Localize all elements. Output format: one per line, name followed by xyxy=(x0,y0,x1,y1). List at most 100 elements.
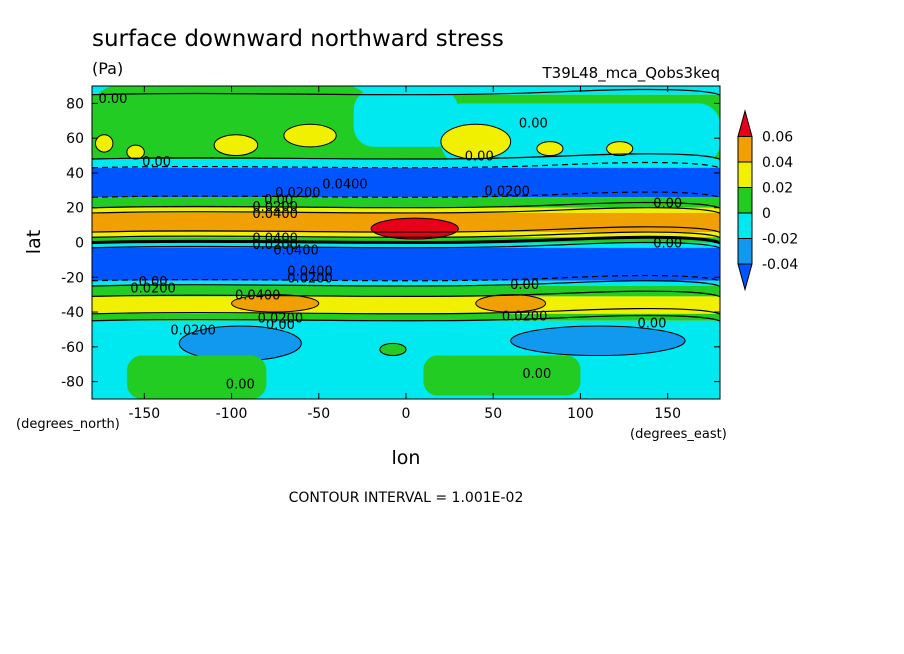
contour-label: 0.0200 xyxy=(275,186,321,201)
contour-label: 0.00 xyxy=(653,197,682,212)
colorbar-label: 0 xyxy=(762,206,771,222)
contour-label: 0.0200 xyxy=(484,184,530,199)
contour-label: 0.00 xyxy=(522,367,551,382)
region-blob xyxy=(283,123,337,148)
contour-label: 0.00 xyxy=(142,155,171,170)
colorbar-arrow-top xyxy=(737,109,753,137)
plot-area xyxy=(92,86,720,399)
y-tick-label: 80 xyxy=(66,96,84,112)
contour-label: 0.00 xyxy=(653,237,682,252)
colorbar-swatch xyxy=(737,136,753,163)
contour-label: 0.0200 xyxy=(170,323,216,338)
region-blob xyxy=(536,141,564,157)
y-tick-label: 60 xyxy=(66,131,84,147)
y-units-label: (degrees_north) xyxy=(16,417,120,432)
y-tick-label: -20 xyxy=(61,270,84,286)
x-tick-label: 50 xyxy=(484,406,502,422)
region-blob xyxy=(94,134,114,153)
x-tick-label: 150 xyxy=(654,406,681,422)
contour-label: 0.00 xyxy=(519,117,548,132)
colorbar-label: -0.04 xyxy=(762,257,798,273)
region-blob xyxy=(126,144,145,160)
x-tick-label: -100 xyxy=(216,406,248,422)
chart-title: surface downward northward stress xyxy=(92,26,504,52)
contour-label: 0.0200 xyxy=(252,200,298,215)
zonal-band xyxy=(92,247,720,281)
zonal-band xyxy=(92,207,720,213)
y-axis-label: lat xyxy=(23,230,45,254)
contour-label: 0.0200 xyxy=(502,310,548,325)
y-tick-label: -40 xyxy=(61,305,84,321)
x-axis: -150 -100 -50 0 50 100 150 xyxy=(128,86,681,422)
contour-label: 0.0200 xyxy=(287,271,333,286)
region-patch xyxy=(353,89,459,147)
contour-line xyxy=(92,274,720,282)
y-tick-label: 40 xyxy=(66,166,84,182)
contour-interval-note: CONTOUR INTERVAL = 1.001E-02 xyxy=(289,490,524,506)
contour-label: 0.00 xyxy=(266,318,295,333)
y-tick-label: -60 xyxy=(61,340,84,356)
region-blob xyxy=(231,294,320,313)
contour-label: 0.0200 xyxy=(130,282,176,297)
x-tick-label: 0 xyxy=(402,406,411,422)
colorbar-legend: 0.06 0.04 0.02 0 -0.02 -0.04 xyxy=(737,109,798,292)
zonal-band xyxy=(92,280,720,286)
colorbar-swatch xyxy=(737,212,753,239)
colorbar-label: -0.02 xyxy=(762,232,798,248)
region-patch xyxy=(440,103,720,165)
region-blob xyxy=(370,217,459,240)
contour-line xyxy=(92,241,720,249)
contour-label: 0.0200 xyxy=(252,238,298,253)
x-axis-label: lon xyxy=(392,447,421,469)
zonal-band xyxy=(92,285,720,297)
x-tick-label: -50 xyxy=(307,406,330,422)
contour-label: 0.0400 xyxy=(287,264,333,279)
y-tick-label: 20 xyxy=(66,201,84,217)
contour-label: 0.00 xyxy=(637,316,666,331)
contour-label: 0.0400 xyxy=(235,289,281,304)
region-blob xyxy=(606,141,634,157)
region-patch xyxy=(126,355,267,399)
x-units-label: (degrees_east) xyxy=(630,427,727,442)
y-tick-label: 0 xyxy=(75,236,84,252)
contour-line xyxy=(92,231,720,239)
contour-line xyxy=(92,314,720,322)
units-label: (Pa) xyxy=(92,59,123,78)
region-blob xyxy=(510,325,686,357)
contour-line xyxy=(92,191,720,199)
region-blob xyxy=(379,342,407,357)
zonal-band xyxy=(92,159,720,168)
zonal-band xyxy=(92,296,720,314)
contour-label: 0.00 xyxy=(226,377,255,392)
contour-label: 0.0400 xyxy=(322,177,368,192)
contour-line xyxy=(92,161,720,169)
zonal-band xyxy=(92,242,720,248)
contour-line xyxy=(92,235,720,245)
contour-line xyxy=(92,307,720,315)
x-tick-label: -150 xyxy=(128,406,160,422)
x-tick-label: 100 xyxy=(567,406,594,422)
colorbar-label: 0.04 xyxy=(762,155,793,171)
colorbar-swatch xyxy=(737,161,753,188)
y-tick-label: -80 xyxy=(61,375,84,391)
colorbar-label: 0.06 xyxy=(762,130,793,146)
contour-label: 0.0200 xyxy=(258,311,304,326)
contour-label: 0.0400 xyxy=(273,243,319,258)
contour-line xyxy=(92,290,720,298)
run-label: T39L48_mca_Qobs3keq xyxy=(541,64,720,83)
colorbar-label: 0.02 xyxy=(762,181,793,197)
contour-label: 0.0400 xyxy=(252,207,298,222)
contour-line xyxy=(92,153,720,160)
region-blob xyxy=(213,134,259,157)
region-patch xyxy=(423,355,581,396)
contour-line xyxy=(92,207,720,214)
colorbar-arrow-bottom xyxy=(737,263,753,292)
contour-line xyxy=(92,226,720,233)
contour-label: 0.00 xyxy=(510,278,539,293)
contour-label: 0.00 xyxy=(465,150,494,165)
contour-label: 0.0400 xyxy=(252,231,298,246)
contour-line xyxy=(92,280,720,287)
contour-line xyxy=(92,201,720,209)
colorbar-swatch xyxy=(737,238,753,265)
